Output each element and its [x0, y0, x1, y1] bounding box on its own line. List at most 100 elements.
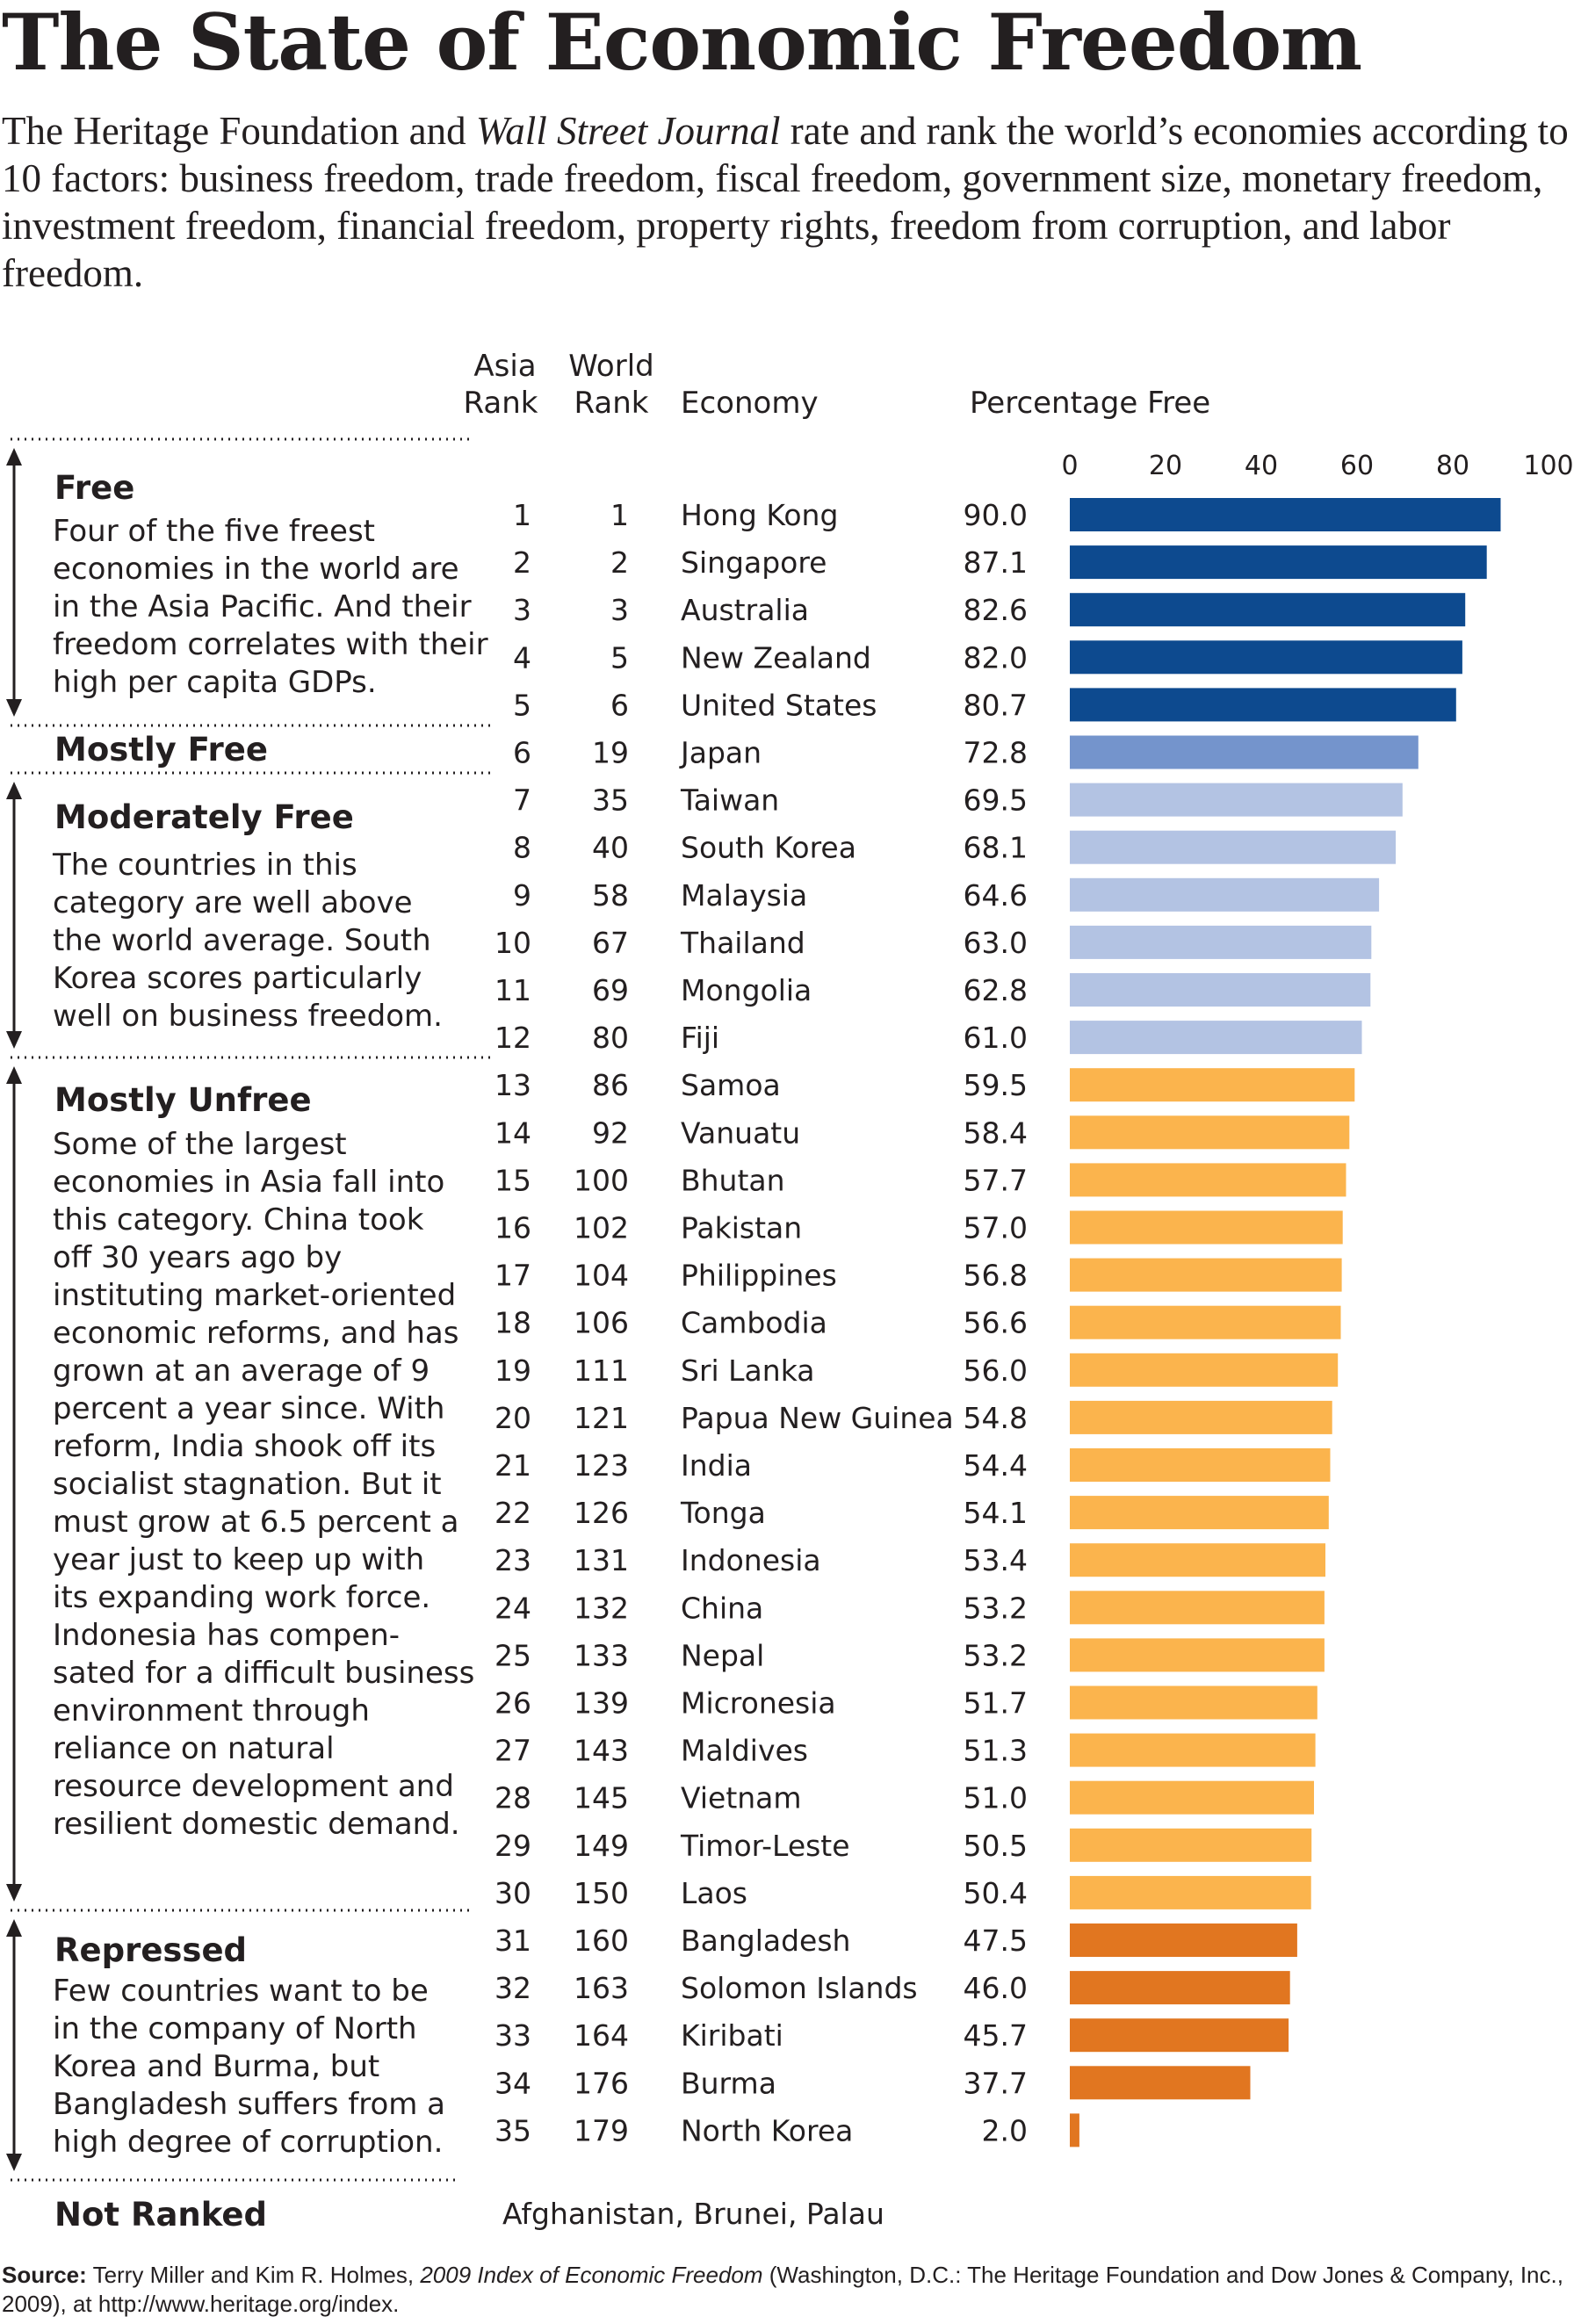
arrow-down-icon	[6, 1031, 22, 1049]
category-description-line: high degree of corruption.	[53, 2125, 443, 2160]
value-label: 56.8	[964, 1259, 1028, 1293]
economy-label: Samoa	[681, 1068, 781, 1102]
bar	[1070, 1733, 1316, 1767]
value-label: 51.3	[964, 1734, 1028, 1768]
world-rank-cell: 80	[592, 1021, 629, 1055]
category-description-line: instituting market-oriented	[53, 1278, 456, 1313]
asia-rank-cell: 4	[513, 640, 531, 675]
category-description-line: Indonesia has compen-	[53, 1618, 400, 1653]
table-text-layer: Asia Rank World Rank Economy Percentage …	[464, 349, 1574, 2231]
category-description-line: well on business freedom.	[53, 999, 443, 1034]
category-description-line: year just to keep up with	[53, 1542, 424, 1577]
asia-rank-cell: 31	[495, 1923, 531, 1958]
category-description-line: Korea scores particularly	[53, 961, 422, 996]
economy-label: Bhutan	[681, 1163, 785, 1197]
x-tick-label: 40	[1245, 451, 1278, 481]
category-description-line: resilient domestic demand.	[53, 1807, 460, 1842]
economy-label: Nepal	[681, 1638, 764, 1672]
world-rank-cell: 19	[592, 736, 629, 770]
economy-label: Micronesia	[681, 1686, 836, 1721]
world-rank-cell: 67	[592, 926, 629, 960]
category-description-line: reform, India shook off its	[53, 1429, 436, 1464]
bar	[1070, 2113, 1079, 2147]
asia-rank-cell: 5	[513, 688, 531, 722]
category-description-line: The countries in this	[52, 848, 357, 883]
x-tick-label: 80	[1436, 451, 1469, 481]
bar	[1070, 1258, 1342, 1292]
intro-text-start: The Heritage Foundation and	[2, 109, 476, 153]
asia-rank-cell: 35	[495, 2113, 531, 2147]
value-label: 53.2	[964, 1591, 1028, 1625]
economy-label: Singapore	[681, 545, 827, 580]
value-label: 51.0	[964, 1781, 1028, 1815]
category-title: Repressed	[54, 1931, 247, 1969]
economy-label: Philippines	[681, 1259, 837, 1293]
economy-label: Solomon Islands	[681, 1971, 918, 2005]
economy-label: North Korea	[681, 2113, 853, 2147]
category-description-line: percent a year since. With	[53, 1391, 444, 1426]
world-rank-cell: 143	[574, 1734, 629, 1768]
asia-rank-cell: 9	[513, 878, 531, 913]
bar	[1070, 1305, 1341, 1339]
bar	[1070, 498, 1501, 531]
value-label: 62.8	[964, 973, 1028, 1007]
bar	[1070, 1496, 1329, 1530]
economy-label: Vanuatu	[681, 1115, 800, 1150]
economy-label: Laos	[681, 1876, 747, 1910]
category-description-line: environment through	[53, 1693, 370, 1729]
value-label: 59.5	[964, 1068, 1028, 1102]
world-rank-cell: 121	[574, 1401, 629, 1435]
economy-label: Timor-Leste	[680, 1829, 850, 1863]
x-tick-label: 100	[1523, 451, 1573, 481]
bar	[1070, 1828, 1312, 1862]
percentage-free-header: Percentage Free	[970, 386, 1210, 421]
bars-layer	[1070, 498, 1501, 2147]
asia-rank-cell: 6	[513, 736, 531, 770]
value-label: 54.1	[964, 1496, 1028, 1530]
world-rank-cell: 133	[574, 1638, 629, 1672]
value-label: 57.0	[964, 1211, 1028, 1245]
world-rank-header-line1: World	[568, 349, 653, 384]
world-rank-cell: 139	[574, 1686, 629, 1721]
value-label: 2.0	[982, 2113, 1028, 2147]
value-label: 51.7	[964, 1686, 1028, 1721]
x-tick-label: 0	[1061, 451, 1078, 481]
asia-rank-cell: 8	[513, 831, 531, 865]
world-rank-cell: 176	[574, 2066, 629, 2100]
world-rank-header-line2: Rank	[574, 386, 649, 421]
arrow-down-icon	[6, 1884, 22, 1902]
economy-label: Cambodia	[681, 1306, 827, 1340]
bar	[1070, 593, 1466, 627]
economy-label: Burma	[681, 2066, 776, 2100]
world-rank-cell: 104	[574, 1259, 629, 1293]
economy-label: Fiji	[681, 1021, 719, 1055]
category-description-line: must grow at 6.5 percent a	[53, 1505, 458, 1540]
asia-rank-cell: 28	[495, 1781, 531, 1815]
category-description-line: economies in Asia fall into	[53, 1165, 444, 1200]
arrow-up-icon	[6, 1919, 22, 1937]
asia-rank-cell: 30	[495, 1876, 531, 1910]
world-rank-cell: 123	[574, 1448, 629, 1483]
bar	[1070, 1875, 1311, 1909]
asia-rank-cell: 17	[495, 1259, 531, 1293]
value-label: 82.6	[964, 593, 1028, 627]
economy-header: Economy	[681, 386, 819, 421]
economy-label: Mongolia	[681, 973, 812, 1007]
value-label: 68.1	[964, 831, 1028, 865]
source-rest: (Washington, D.C.: The Heritage Foundati…	[2, 2262, 1563, 2317]
arrow-up-icon	[6, 782, 22, 799]
asia-rank-cell: 11	[495, 973, 531, 1007]
world-rank-cell: 132	[574, 1591, 629, 1625]
bar	[1070, 925, 1372, 959]
asia-rank-cell: 24	[495, 1591, 531, 1625]
bar	[1070, 973, 1371, 1007]
arrow-up-icon	[6, 448, 22, 466]
bar	[1070, 1780, 1314, 1815]
category-description-line: high per capita GDPs.	[53, 665, 377, 700]
value-label: 56.0	[964, 1353, 1028, 1388]
value-label: 56.6	[964, 1306, 1028, 1340]
page-title: The State of Economic Freedom	[2, 0, 1362, 88]
value-label: 47.5	[964, 1923, 1028, 1958]
value-label: 53.2	[964, 1638, 1028, 1672]
